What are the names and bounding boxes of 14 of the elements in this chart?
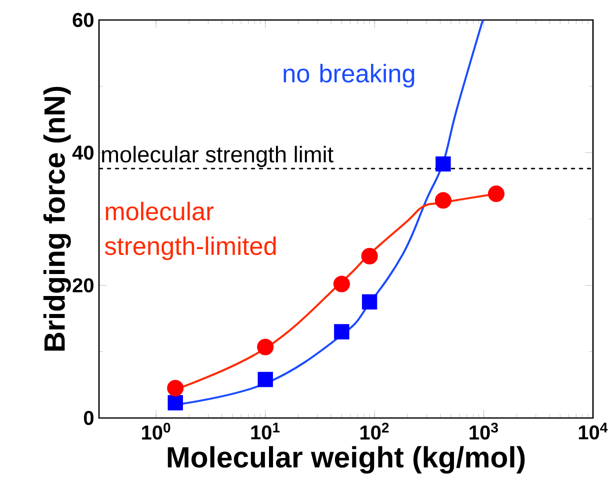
y-tick-label: 0 — [84, 410, 94, 426]
y-tick-label: 60 — [72, 12, 94, 28]
x-tick-label: 10$^{0}$ — [142, 422, 170, 440]
x-axis-title: Molecular weight (kg/mol) — [168, 446, 525, 474]
y-tick-label: 40 — [72, 146, 94, 160]
y-tick-label: 20 — [72, 278, 94, 292]
annotation: no breaking — [284, 64, 414, 88]
x-tick-label: 10$^{1}$ — [251, 422, 280, 440]
ref-line-label: molecular strength limit — [102, 146, 334, 167]
x-tick-label: 10$^{2}$ — [360, 422, 389, 440]
annotation: molecular strength-limited — [104, 202, 276, 260]
x-tick-label: 10$^{4}$ — [578, 422, 608, 440]
y-axis-title: Bridging force (nN) — [43, 86, 71, 351]
x-tick-label: 10$^{3}$ — [470, 422, 498, 440]
